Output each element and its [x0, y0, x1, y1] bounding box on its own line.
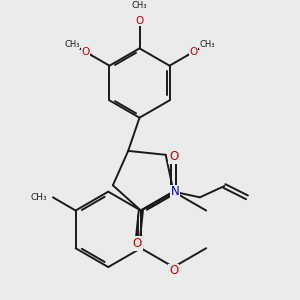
Text: O: O [133, 237, 142, 250]
Text: O: O [189, 47, 197, 57]
Text: O: O [135, 16, 144, 26]
Text: CH₃: CH₃ [64, 40, 80, 49]
Text: O: O [169, 264, 178, 277]
Text: O: O [82, 47, 90, 57]
Text: N: N [171, 185, 180, 198]
Text: O: O [169, 150, 178, 163]
Text: CH₃: CH₃ [132, 1, 147, 10]
Text: CH₃: CH₃ [199, 40, 215, 49]
Text: CH₃: CH₃ [31, 193, 47, 202]
